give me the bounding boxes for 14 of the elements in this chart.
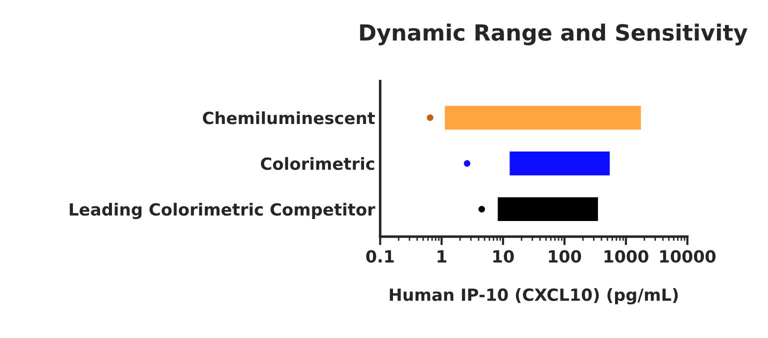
x-tick-label: 10000 [660,250,716,263]
x-axis-title: Human IP-10 (CXCL10) (pg/mL) [390,288,678,304]
bar [443,104,642,131]
x-tick-label: 1 [438,250,446,262]
x-tick-label: 0.1 [366,250,394,263]
chart-title: Dynamic Range and Sensitivity [360,24,748,46]
y-tick-label: Leading Colorimetric Competitor [70,202,376,220]
y-tick-label: Colorimetric [260,157,374,170]
x-tick-label: 100 [548,250,582,263]
x-tick-label: 10 [493,250,514,263]
y-tick-label: Chemiluminescent [202,111,375,124]
bar [508,150,612,177]
bar [496,196,600,222]
x-tick-label: 1000 [604,250,648,263]
